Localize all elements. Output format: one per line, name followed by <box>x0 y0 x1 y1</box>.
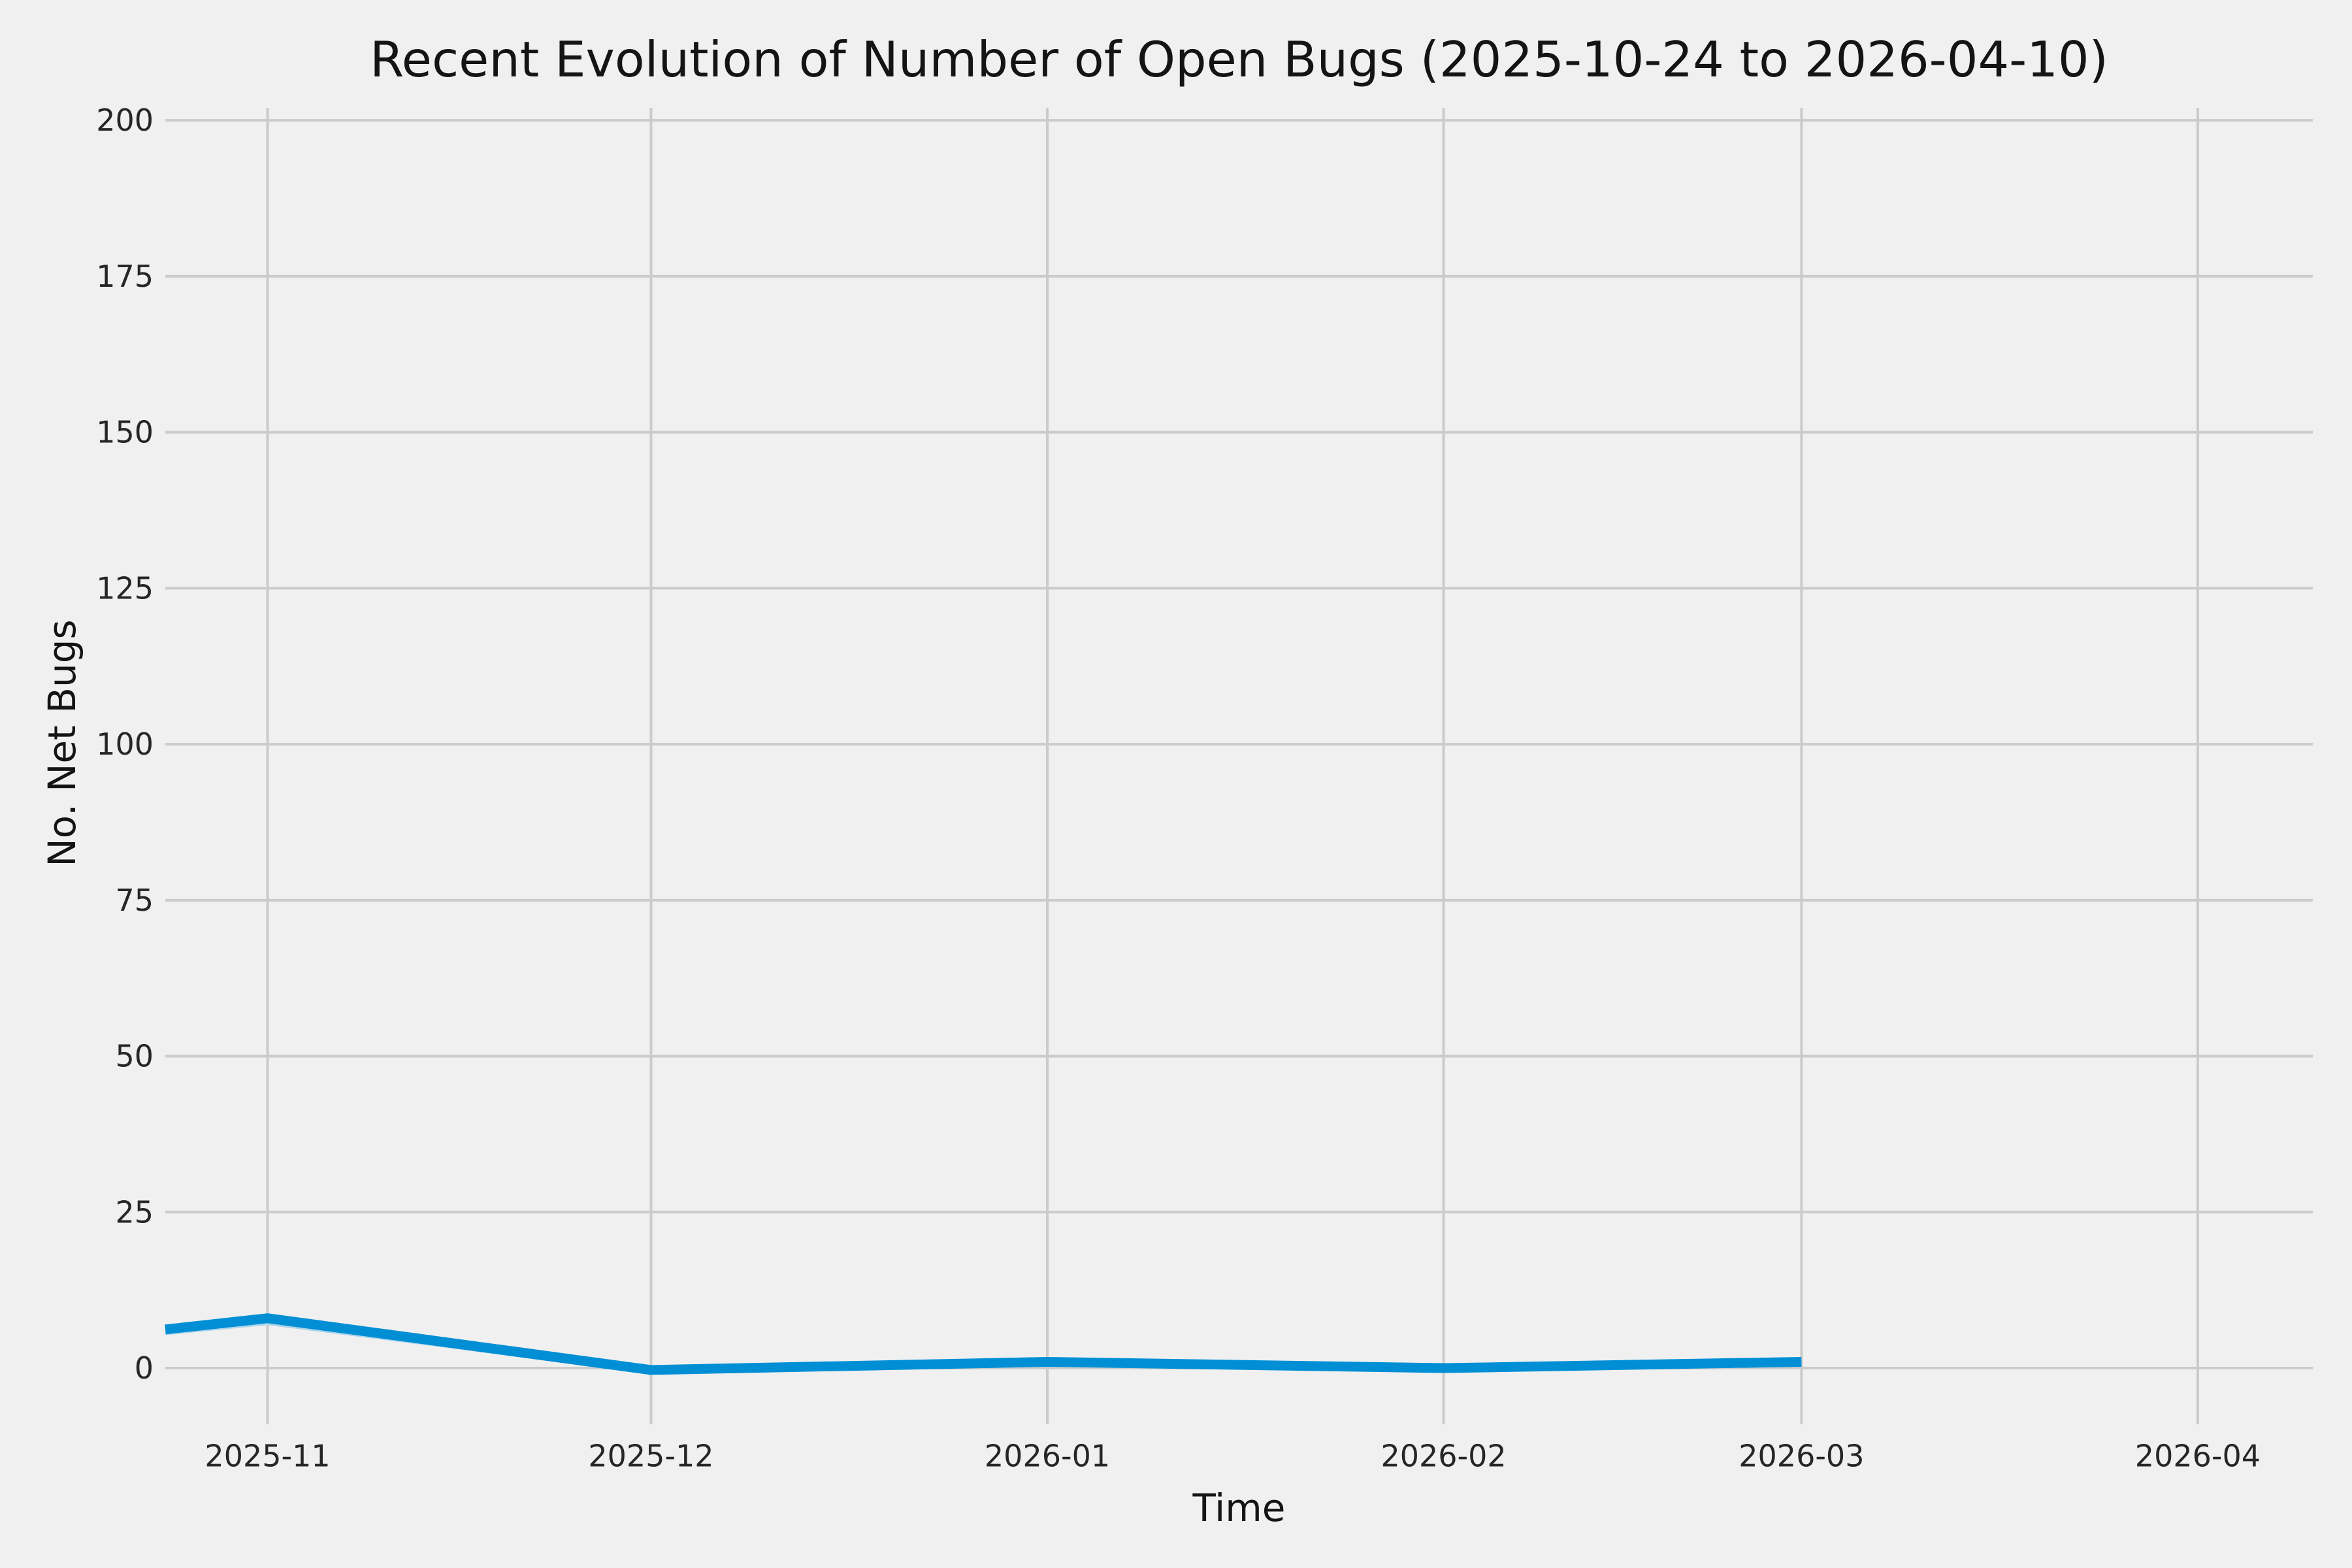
y-tick-label: 25 <box>115 1194 154 1230</box>
y-tick-label: 200 <box>96 103 154 138</box>
x-tick-label: 2026-03 <box>1739 1438 1864 1473</box>
x-axis-label: Time <box>1192 1486 1286 1530</box>
x-tick-label: 2025-11 <box>204 1438 330 1473</box>
y-tick-label: 75 <box>115 883 154 918</box>
chart-title: Recent Evolution of Number of Open Bugs … <box>370 31 2108 88</box>
y-tick-label: 150 <box>96 415 154 450</box>
y-axis-label: No. Net Bugs <box>40 619 84 867</box>
x-tick-label: 2026-04 <box>2135 1438 2261 1473</box>
series-line-open-bugs-main <box>165 1313 1802 1375</box>
y-tick-label: 50 <box>115 1039 154 1074</box>
x-tick-label: 2025-12 <box>588 1438 713 1473</box>
y-tick-label: 0 <box>135 1350 154 1386</box>
y-tick-label: 175 <box>96 259 154 294</box>
x-tick-label: 2026-01 <box>985 1438 1110 1473</box>
y-tick-label: 125 <box>96 570 154 606</box>
x-tick-label: 2026-02 <box>1380 1438 1506 1473</box>
y-tick-label: 100 <box>96 727 154 762</box>
